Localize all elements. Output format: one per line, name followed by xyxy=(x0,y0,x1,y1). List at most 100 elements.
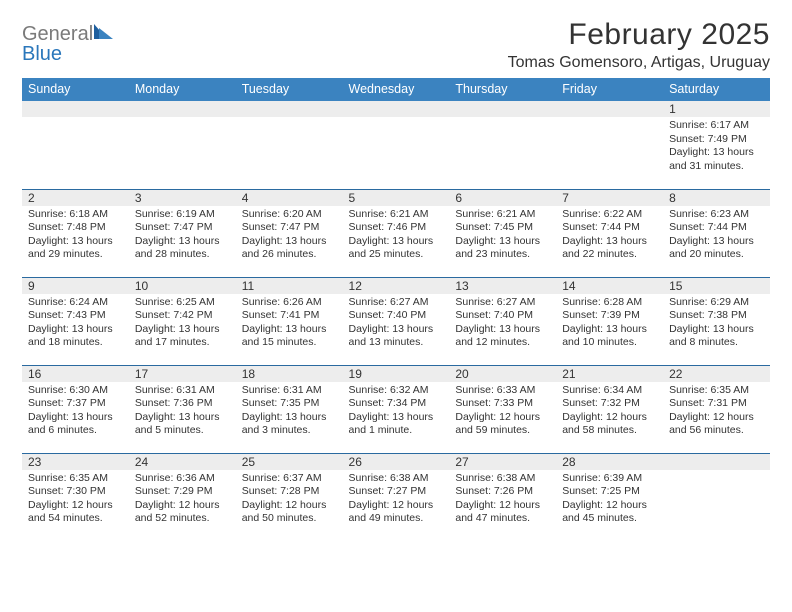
day-number: 11 xyxy=(236,278,343,294)
day-body: Sunrise: 6:19 AMSunset: 7:47 PMDaylight:… xyxy=(129,206,236,263)
sunrise-line: Sunrise: 6:35 AM xyxy=(28,472,125,486)
day-body: Sunrise: 6:27 AMSunset: 7:40 PMDaylight:… xyxy=(449,294,556,351)
sunset-line: Sunset: 7:46 PM xyxy=(349,221,446,235)
sunset-line: Sunset: 7:41 PM xyxy=(242,309,339,323)
daylight-line: Daylight: 13 hours and 20 minutes. xyxy=(669,235,766,262)
day-body xyxy=(449,117,556,119)
brand-text: General Blue xyxy=(22,22,115,64)
day-body: Sunrise: 6:31 AMSunset: 7:36 PMDaylight:… xyxy=(129,382,236,439)
sunset-line: Sunset: 7:34 PM xyxy=(349,397,446,411)
day-cell: 3Sunrise: 6:19 AMSunset: 7:47 PMDaylight… xyxy=(129,189,236,277)
day-body xyxy=(663,470,770,472)
day-body: Sunrise: 6:38 AMSunset: 7:27 PMDaylight:… xyxy=(343,470,450,527)
day-cell xyxy=(663,453,770,541)
sunrise-line: Sunrise: 6:31 AM xyxy=(242,384,339,398)
daylight-line: Daylight: 13 hours and 26 minutes. xyxy=(242,235,339,262)
daylight-line: Daylight: 13 hours and 22 minutes. xyxy=(562,235,659,262)
day-body: Sunrise: 6:32 AMSunset: 7:34 PMDaylight:… xyxy=(343,382,450,439)
month-title: February 2025 xyxy=(508,18,770,52)
day-cell xyxy=(129,101,236,189)
day-cell: 2Sunrise: 6:18 AMSunset: 7:48 PMDaylight… xyxy=(22,189,129,277)
day-cell: 7Sunrise: 6:22 AMSunset: 7:44 PMDaylight… xyxy=(556,189,663,277)
day-body: Sunrise: 6:38 AMSunset: 7:26 PMDaylight:… xyxy=(449,470,556,527)
day-number: 16 xyxy=(22,366,129,382)
day-number xyxy=(556,101,663,117)
day-body: Sunrise: 6:18 AMSunset: 7:48 PMDaylight:… xyxy=(22,206,129,263)
day-body: Sunrise: 6:27 AMSunset: 7:40 PMDaylight:… xyxy=(343,294,450,351)
day-cell: 5 Sunrise: 6:21 AMSunset: 7:46 PMDaylight… xyxy=(343,189,450,277)
sunrise-line: Sunrise: 6:32 AM xyxy=(349,384,446,398)
day-body: Sunrise: 6:25 AMSunset: 7:42 PMDaylight:… xyxy=(129,294,236,351)
day-number xyxy=(22,101,129,117)
day-cell: 1Sunrise: 6:17 AMSunset: 7:49 PMDaylight… xyxy=(663,101,770,189)
day-number: 10 xyxy=(129,278,236,294)
day-number xyxy=(343,101,450,117)
week-row: 16Sunrise: 6:30 AMSunset: 7:37 PMDayligh… xyxy=(22,365,770,453)
day-body: Sunrise: 6:36 AMSunset: 7:29 PMDaylight:… xyxy=(129,470,236,527)
day-number: 22 xyxy=(663,366,770,382)
sunrise-line: Sunrise: 6:33 AM xyxy=(455,384,552,398)
day-cell: 19Sunrise: 6:32 AMSunset: 7:34 PMDayligh… xyxy=(343,365,450,453)
sunrise-line: Sunrise: 6:21 AM xyxy=(349,208,446,222)
day-cell: 11Sunrise: 6:26 AMSunset: 7:41 PMDayligh… xyxy=(236,277,343,365)
sunset-line: Sunset: 7:28 PM xyxy=(242,485,339,499)
daylight-line: Daylight: 13 hours and 10 minutes. xyxy=(562,323,659,350)
sunrise-line: Sunrise: 6:27 AM xyxy=(455,296,552,310)
daylight-line: Daylight: 12 hours and 54 minutes. xyxy=(28,499,125,526)
day-number: 1 xyxy=(663,101,770,117)
sunset-line: Sunset: 7:33 PM xyxy=(455,397,552,411)
dow-wednesday: Wednesday xyxy=(343,78,450,101)
daylight-line: Daylight: 13 hours and 12 minutes. xyxy=(455,323,552,350)
day-cell: 13Sunrise: 6:27 AMSunset: 7:40 PMDayligh… xyxy=(449,277,556,365)
day-number: 5 xyxy=(343,190,450,206)
day-number: 4 xyxy=(236,190,343,206)
title-block: February 2025 Tomas Gomensoro, Artigas, … xyxy=(508,18,770,72)
calendar-page: General Blue February 2025 Tomas Gomenso… xyxy=(0,0,792,541)
day-number: 14 xyxy=(556,278,663,294)
day-body: Sunrise: 6:22 AMSunset: 7:44 PMDaylight:… xyxy=(556,206,663,263)
day-cell: 22Sunrise: 6:35 AMSunset: 7:31 PMDayligh… xyxy=(663,365,770,453)
day-number: 7 xyxy=(556,190,663,206)
sunrise-line: Sunrise: 6:22 AM xyxy=(562,208,659,222)
daylight-line: Daylight: 13 hours and 13 minutes. xyxy=(349,323,446,350)
day-body: Sunrise: 6:29 AMSunset: 7:38 PMDaylight:… xyxy=(663,294,770,351)
daylight-line: Daylight: 13 hours and 5 minutes. xyxy=(135,411,232,438)
page-header: General Blue February 2025 Tomas Gomenso… xyxy=(22,18,770,72)
week-row: 9Sunrise: 6:24 AMSunset: 7:43 PMDaylight… xyxy=(22,277,770,365)
daylight-line: Daylight: 13 hours and 25 minutes. xyxy=(349,235,446,262)
daylight-line: Daylight: 13 hours and 18 minutes. xyxy=(28,323,125,350)
location-line: Tomas Gomensoro, Artigas, Uruguay xyxy=(508,54,770,72)
day-cell xyxy=(343,101,450,189)
day-number xyxy=(663,454,770,470)
calendar-table: Sunday Monday Tuesday Wednesday Thursday… xyxy=(22,78,770,541)
day-body xyxy=(129,117,236,119)
day-body: Sunrise: 6:26 AMSunset: 7:41 PMDaylight:… xyxy=(236,294,343,351)
dow-monday: Monday xyxy=(129,78,236,101)
day-body: Sunrise: 6:35 AMSunset: 7:30 PMDaylight:… xyxy=(22,470,129,527)
day-cell xyxy=(449,101,556,189)
daylight-line: Daylight: 13 hours and 3 minutes. xyxy=(242,411,339,438)
day-cell: 6Sunrise: 6:21 AMSunset: 7:45 PMDaylight… xyxy=(449,189,556,277)
daylight-line: Daylight: 12 hours and 47 minutes. xyxy=(455,499,552,526)
daylight-line: Daylight: 13 hours and 6 minutes. xyxy=(28,411,125,438)
sunrise-line: Sunrise: 6:36 AM xyxy=(135,472,232,486)
day-cell: 24Sunrise: 6:36 AMSunset: 7:29 PMDayligh… xyxy=(129,453,236,541)
sunset-line: Sunset: 7:47 PM xyxy=(242,221,339,235)
daylight-line: Daylight: 12 hours and 50 minutes. xyxy=(242,499,339,526)
sunrise-line: Sunrise: 6:31 AM xyxy=(135,384,232,398)
day-body xyxy=(343,117,450,119)
sunset-line: Sunset: 7:29 PM xyxy=(135,485,232,499)
sunset-line: Sunset: 7:26 PM xyxy=(455,485,552,499)
sunrise-line: Sunrise: 6:17 AM xyxy=(669,119,766,133)
sunset-line: Sunset: 7:40 PM xyxy=(349,309,446,323)
day-cell: 28Sunrise: 6:39 AMSunset: 7:25 PMDayligh… xyxy=(556,453,663,541)
brand-part2: Blue xyxy=(22,43,62,65)
dow-thursday: Thursday xyxy=(449,78,556,101)
sunset-line: Sunset: 7:31 PM xyxy=(669,397,766,411)
day-number: 25 xyxy=(236,454,343,470)
day-number: 3 xyxy=(129,190,236,206)
dow-sunday: Sunday xyxy=(22,78,129,101)
sunrise-line: Sunrise: 6:20 AM xyxy=(242,208,339,222)
daylight-line: Daylight: 12 hours and 49 minutes. xyxy=(349,499,446,526)
day-body: Sunrise: 6:28 AMSunset: 7:39 PMDaylight:… xyxy=(556,294,663,351)
